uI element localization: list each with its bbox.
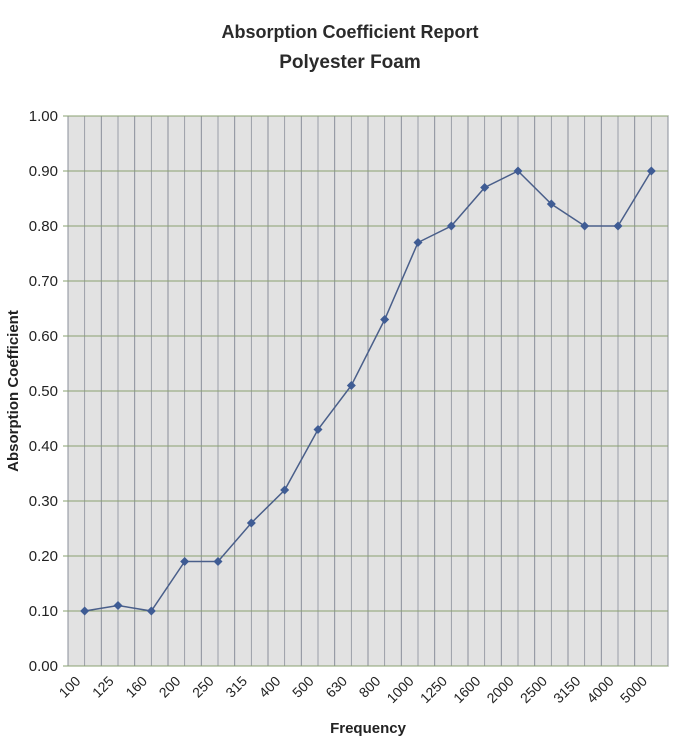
data-point-marker	[280, 485, 290, 495]
data-point-marker	[213, 557, 223, 566]
series-markers	[80, 166, 656, 616]
grid	[63, 115, 669, 667]
x-tick-label: 100	[56, 673, 84, 701]
y-tick-label: 0.10	[29, 603, 58, 620]
x-tick-label: 2500	[517, 673, 550, 706]
x-tick-label: 4000	[583, 673, 616, 706]
x-tick-label: 800	[356, 673, 384, 701]
x-tick-label: 1600	[450, 673, 483, 706]
y-tick-label: 0.80	[29, 218, 58, 235]
x-tick-label: 2000	[483, 673, 516, 706]
x-tick-label: 630	[322, 673, 350, 701]
data-point-marker	[146, 606, 156, 616]
x-tick-label: 500	[289, 673, 317, 701]
y-tick-label: 0.20	[29, 548, 58, 565]
x-tick-label: 400	[256, 673, 284, 701]
y-tick-label: 0.30	[29, 493, 58, 510]
x-tick-label: 1250	[417, 673, 450, 706]
data-point-marker	[513, 166, 523, 176]
x-tick-label: 315	[222, 673, 250, 701]
x-tick-label: 5000	[617, 673, 650, 706]
x-tick-label: 3150	[550, 673, 583, 706]
x-tick-label: 1000	[383, 673, 416, 706]
chart-title: Absorption Coefficient Report	[221, 22, 479, 42]
y-tick-label: 0.50	[29, 383, 58, 400]
data-point-marker	[380, 315, 390, 324]
data-point-marker	[346, 381, 356, 390]
x-tick-label: 125	[89, 673, 117, 701]
data-point-marker	[413, 238, 423, 247]
data-point-marker	[546, 199, 556, 209]
data-point-marker	[580, 221, 590, 231]
data-point-marker	[480, 183, 490, 192]
series-line	[84, 170, 652, 612]
y-tick-label: 0.70	[29, 273, 58, 290]
data-point-marker	[613, 221, 623, 231]
x-axis-label: Frequency	[330, 720, 407, 737]
data-point-marker	[646, 166, 656, 176]
y-axis-label: Absorption Coefficient	[5, 310, 22, 472]
data-point-marker	[313, 425, 323, 434]
data-point-marker	[80, 606, 90, 616]
x-tick-label: 250	[189, 673, 217, 701]
chart-subtitle: Polyester Foam	[279, 52, 421, 73]
y-tick-label: 1.00	[29, 108, 58, 125]
y-tick-label: 0.00	[29, 658, 58, 675]
x-axis-ticks: 100 125 160 200 250 315 400 500 630 800 1000 1250 16…	[56, 673, 651, 706]
y-axis-ticks: 0.00 0.10 0.20 0.30 0.40 0.50 0.60 0.70 0.80 0.90…	[29, 108, 58, 675]
x-tick-label: 160	[122, 673, 150, 701]
data-point-marker	[446, 221, 456, 231]
data-point-marker	[113, 601, 123, 610]
data-point-marker	[246, 518, 256, 528]
x-tick-label: 200	[156, 673, 184, 701]
y-tick-label: 0.60	[29, 328, 58, 345]
y-tick-label: 0.40	[29, 438, 58, 455]
data-point-marker	[180, 557, 190, 566]
y-tick-label: 0.90	[29, 163, 58, 180]
